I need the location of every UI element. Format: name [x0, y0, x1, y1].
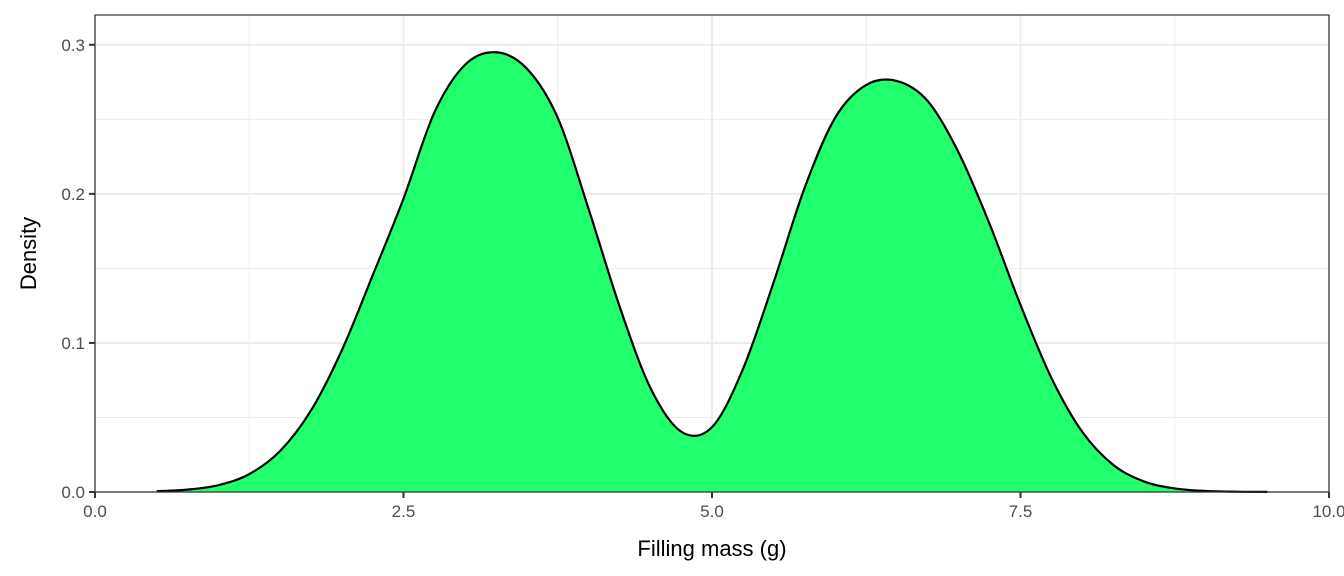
- y-tick-label: 0.1: [61, 334, 85, 353]
- y-tick-label: 0.0: [61, 483, 85, 502]
- x-tick-label: 2.5: [392, 502, 416, 521]
- y-tick-label: 0.3: [61, 36, 85, 55]
- x-tick-label: 7.5: [1009, 502, 1033, 521]
- density-line: [156, 51, 1268, 493]
- x-axis-ticks: 0.0 2.5 5.0 7.5 10.0: [83, 492, 1344, 521]
- y-axis-ticks: 0.0 0.1 0.2 0.3: [61, 36, 95, 502]
- density-area: [156, 52, 1268, 493]
- major-gridlines: [94, 15, 1330, 493]
- y-tick-label: 0.2: [61, 185, 85, 204]
- x-tick-label: 10.0: [1312, 502, 1344, 521]
- x-axis-title: Filling mass (g): [637, 536, 786, 561]
- y-axis-title: Density: [16, 217, 41, 290]
- x-tick-label: 5.0: [700, 502, 724, 521]
- x-tick-label: 0.0: [83, 502, 107, 521]
